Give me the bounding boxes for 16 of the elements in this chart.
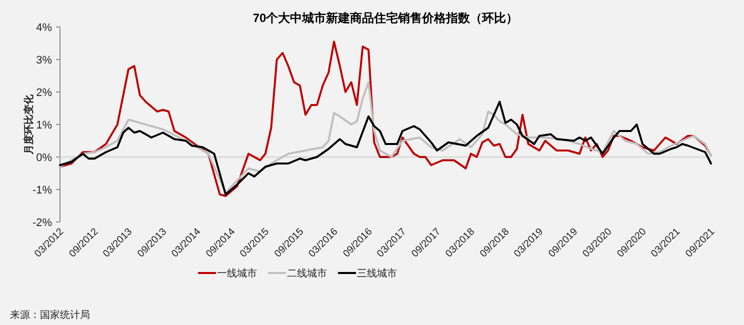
y-tick-label: 2% [36,86,52,99]
y-tick-label: 0% [36,152,52,164]
y-axis-title: 月度环比变化 [23,94,35,156]
y-tick-label: 1% [36,119,52,132]
legend-label: 一线城市 [217,268,257,280]
line-series [59,81,712,194]
y-tick-label: -2% [32,216,52,229]
legend-label: 二线城市 [287,268,327,280]
line-series [59,100,712,196]
y-tick-label: 3% [36,54,52,66]
source-note: 来源：国家统计局 [10,309,90,321]
line-series [59,40,712,197]
chart-title: 70个大中城市新建商品住宅销售价格指数（环比） [252,11,518,25]
y-tick-label: 4% [36,22,52,34]
legend-label: 三线城市 [357,268,397,280]
y-tick-label: -1% [32,184,52,196]
